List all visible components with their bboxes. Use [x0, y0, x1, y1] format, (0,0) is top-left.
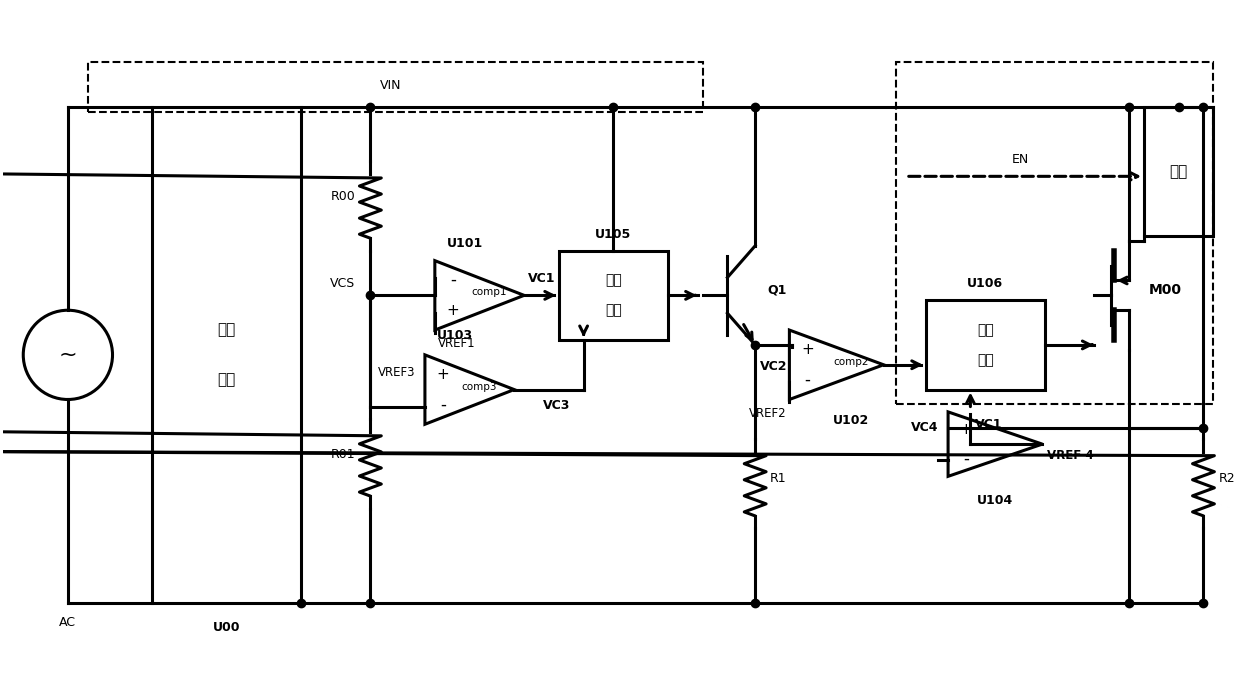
Text: VREF1: VREF1	[437, 338, 476, 350]
Text: VC1: VC1	[528, 273, 555, 286]
Text: R2: R2	[1218, 472, 1235, 485]
Text: VCS: VCS	[331, 277, 356, 290]
Text: M00: M00	[1149, 284, 1182, 298]
Text: -: -	[440, 396, 446, 414]
Text: U101: U101	[446, 238, 483, 250]
Text: VREF2: VREF2	[748, 407, 787, 420]
Text: 电路: 电路	[605, 303, 622, 317]
Text: R1: R1	[771, 472, 787, 485]
Bar	[559, 250, 668, 340]
Bar	[926, 300, 1044, 389]
Text: -: -	[963, 450, 969, 467]
Text: U106: U106	[968, 277, 1004, 290]
Text: VREF3: VREF3	[378, 366, 415, 379]
Text: R01: R01	[331, 448, 356, 460]
Text: VC2: VC2	[761, 360, 788, 373]
Text: U103: U103	[436, 329, 473, 342]
Text: 整流: 整流	[218, 323, 235, 338]
Text: VC4: VC4	[911, 421, 938, 435]
Bar	[152, 107, 301, 603]
Text: VC1: VC1	[975, 418, 1002, 431]
Text: +: +	[436, 367, 450, 381]
Text: +: +	[800, 342, 814, 357]
Text: AC: AC	[59, 616, 77, 629]
Text: U00: U00	[213, 621, 240, 634]
Text: ~: ~	[58, 345, 77, 365]
Text: 负载: 负载	[1170, 164, 1188, 179]
Text: comp3: comp3	[462, 381, 497, 391]
Text: 驱动: 驱动	[976, 323, 994, 337]
Text: -: -	[450, 271, 456, 289]
Text: 驱动: 驱动	[605, 273, 622, 288]
Text: comp1: comp1	[472, 288, 507, 298]
Bar	[1144, 107, 1213, 236]
Bar	[88, 62, 703, 112]
Text: VREF 4: VREF 4	[1047, 449, 1094, 462]
Text: VC3: VC3	[543, 400, 570, 412]
Text: 电路: 电路	[976, 353, 994, 367]
Text: EN: EN	[1011, 153, 1028, 167]
Text: +: +	[959, 423, 973, 437]
Text: +: +	[446, 303, 460, 318]
Text: -: -	[804, 371, 810, 389]
Bar	[896, 62, 1213, 404]
Text: comp2: comp2	[834, 357, 869, 367]
Text: U102: U102	[834, 414, 870, 427]
Text: U105: U105	[595, 227, 632, 241]
Text: R00: R00	[331, 190, 356, 202]
Text: VIN: VIN	[380, 79, 401, 92]
Text: U104: U104	[978, 493, 1014, 507]
Text: Q1: Q1	[767, 284, 787, 297]
Text: 电路: 电路	[218, 372, 235, 387]
